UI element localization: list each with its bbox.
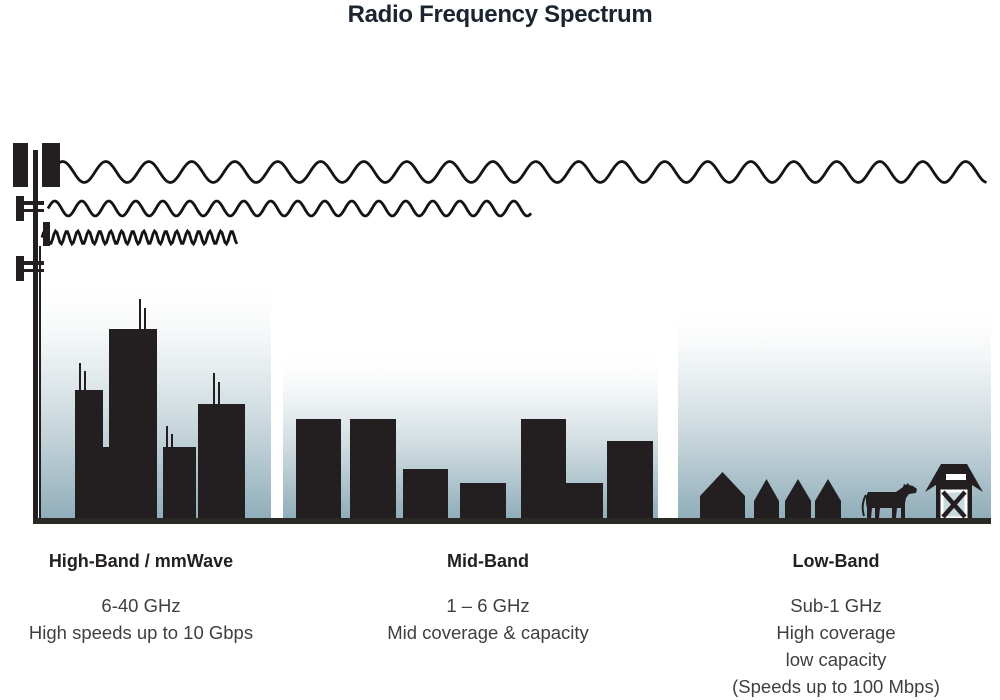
low-band-description-1: High coverage [776,622,896,643]
cow-tail [861,494,867,517]
low-band-description-3: (Speeds up to 100 Mbps) [732,676,940,697]
rooftop-antenna-icon [79,363,81,390]
mid-band-frequency: 1 – 6 GHz [446,595,530,616]
house-icon [815,479,841,518]
high-band-heading: High-Band / mmWave [48,551,234,571]
band-label-low: Low-Band Sub-1 GHz High coverage low cap… [732,551,940,700]
suburb-houses [700,472,841,518]
high-band-frequency: 6-40 GHz [101,595,181,616]
band-label-high: High-Band / mmWave 6-40 GHz High speeds … [29,551,253,646]
skyscraper [103,447,109,518]
rooftop-antenna-icon [144,308,146,329]
rooftop-antenna-icon [218,382,220,404]
high-band-description: High speeds up to 10 Gbps [28,622,254,643]
rooftop-antenna-icon [166,426,168,447]
skyscraper [163,447,196,518]
house-icon [785,479,811,518]
rooftop-antenna-icon [84,371,86,390]
low-band-frequency: Sub-1 GHz [790,595,882,616]
band-label-mid: Mid-Band 1 – 6 GHz Mid coverage & capaci… [387,551,589,646]
mid-rise-building [460,483,506,518]
medium-wavelength-wave [46,199,533,218]
skyscraper [75,390,103,518]
hayloft-vent [946,474,966,480]
house-icon [754,479,779,518]
rooftop-antenna-icon [171,434,173,447]
rooftop-antenna-icon [139,299,141,329]
barn-icon [925,464,983,523]
rooftop-antenna-icon [213,373,215,404]
mid-band-heading: Mid-Band [447,551,529,571]
ground-line [33,518,991,524]
skyscraper [198,404,245,518]
low-band-heading: Low-Band [792,551,880,571]
cow-icon [861,483,917,518]
house-icon [700,472,745,518]
low-band-description-2: low capacity [785,649,887,670]
city-skyline-icon [75,299,245,518]
long-wavelength-wave [50,160,987,184]
mid-rise-building [296,419,341,518]
mid-band-description: Mid coverage & capacity [387,622,589,643]
mid-rise-building [607,441,653,518]
mid-rise-building [350,419,396,518]
mid-rise-building [566,483,603,518]
mid-rise-building [521,419,566,518]
skyscraper [109,329,157,518]
barn-door-crossbuck [941,490,967,519]
diagram-title: Radio Frequency Spectrum [347,1,653,28]
short-wavelength-wave [40,228,239,247]
mid-rise-buildings-icon [296,419,653,518]
cell-tower-icon [13,143,60,523]
mid-rise-building [403,469,448,518]
